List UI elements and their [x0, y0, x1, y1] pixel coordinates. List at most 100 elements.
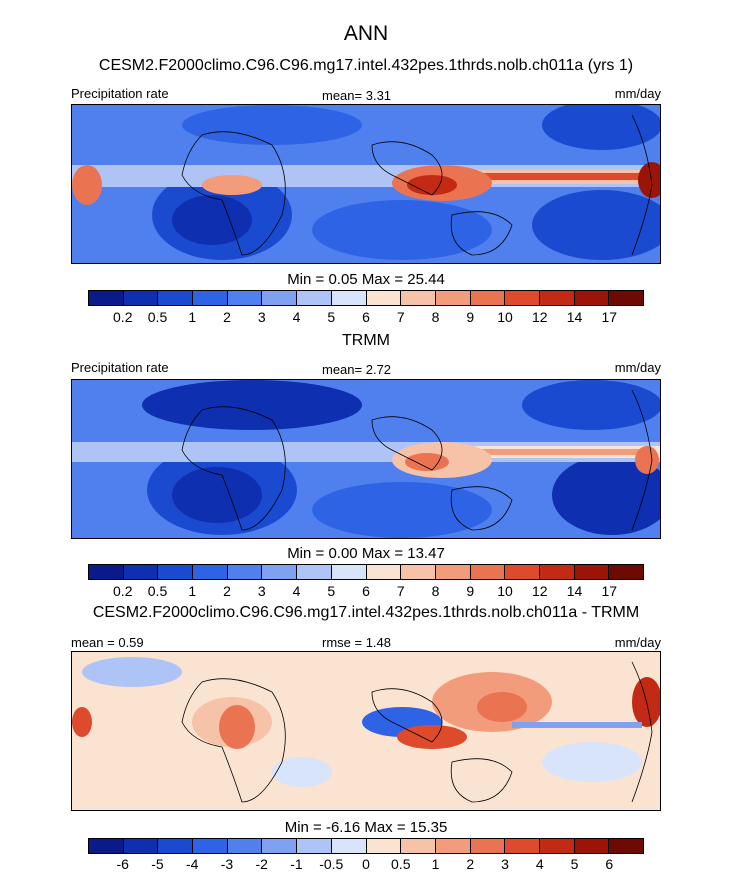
- colorbar-tick-label: 0.5: [147, 309, 168, 325]
- panel-2-mean-label: mean= 2.72: [322, 362, 392, 377]
- panel-1-map-field: [72, 105, 660, 263]
- colorbar-tick-label: -0.5: [319, 856, 344, 872]
- colorbar-tick-label: 7: [396, 583, 405, 599]
- colorbar-swatch: [227, 565, 263, 579]
- colorbar-tick-label: 10: [497, 309, 513, 325]
- colorbar-swatch: [262, 565, 298, 579]
- figure-title: ANN: [343, 22, 389, 45]
- panel-1-units-label: mm/day: [614, 86, 661, 101]
- panel-2-map-field: [72, 380, 660, 538]
- colorbar-tick-label: 6: [605, 856, 614, 872]
- colorbar-swatch: [609, 291, 643, 305]
- colorbar-swatch: [193, 565, 228, 579]
- colorbar-swatch: [89, 291, 124, 305]
- colorbar-tick-label: 1: [188, 309, 197, 325]
- colorbar-tick-label: -4: [186, 856, 199, 872]
- colorbar-tick-label: -6: [116, 856, 129, 872]
- colorbar-tick-label: 6: [362, 309, 370, 325]
- colorbar-tick-label: 14: [566, 309, 583, 325]
- colorbar-tick-label: 8: [431, 583, 440, 599]
- colorbar-tick-label: 0: [362, 856, 370, 872]
- colorbar-swatch: [435, 565, 471, 579]
- colorbar-swatch: [158, 839, 194, 853]
- colorbar-swatch: [574, 839, 610, 853]
- colorbar-swatch: [470, 839, 506, 853]
- colorbar-swatch: [609, 839, 643, 853]
- panel-3-map: [71, 651, 661, 811]
- panel-3-mean-label: mean = 0.59: [71, 635, 144, 650]
- colorbar-2: [88, 564, 644, 580]
- panel-3-map-field: [72, 652, 660, 810]
- colorbar-swatch: [331, 565, 367, 579]
- colorbar-tick-label: 7: [396, 309, 405, 325]
- panel-2-variable-label: Precipitation rate: [71, 360, 169, 375]
- colorbar-swatch: [505, 839, 540, 853]
- colorbar-tick-label: 2: [466, 856, 475, 872]
- colorbar-swatch: [297, 291, 332, 305]
- colorbar-swatch: [539, 565, 575, 579]
- colorbar-swatch: [158, 291, 194, 305]
- colorbar-swatch: [366, 839, 402, 853]
- colorbar-tick-label: -2: [255, 856, 268, 872]
- colorbar-swatch: [366, 291, 402, 305]
- panel-3-units-label: mm/day: [614, 635, 661, 650]
- colorbar-tick-label: 14: [566, 583, 583, 599]
- colorbar-swatch: [227, 291, 263, 305]
- colorbar-tick-label: 5: [327, 309, 336, 325]
- colorbar-tick-label: 4: [535, 856, 544, 872]
- colorbar-swatch: [262, 839, 298, 853]
- colorbar-swatch: [435, 839, 471, 853]
- colorbar-tick-label: 17: [601, 583, 618, 599]
- colorbar-tick-label: 0.5: [147, 583, 168, 599]
- colorbar-swatch: [366, 565, 402, 579]
- colorbar-tick-label: 0.5: [391, 856, 411, 872]
- colorbar-tick-label: 5: [327, 583, 336, 599]
- colorbar-swatch: [297, 839, 332, 853]
- colorbar-tick-label: 3: [257, 583, 266, 599]
- colorbar-tick-label: -3: [220, 856, 234, 872]
- colorbar-3: [88, 838, 644, 854]
- colorbar-swatch: [123, 291, 159, 305]
- colorbar-swatch: [435, 291, 471, 305]
- panel-2-units-label: mm/day: [614, 360, 661, 375]
- colorbar-tick-label: 2: [223, 309, 231, 325]
- colorbar-swatch: [331, 839, 367, 853]
- colorbar-swatch: [401, 565, 436, 579]
- panel-3-heading: CESM2.F2000climo.C96.C96.mg17.intel.432p…: [92, 604, 640, 621]
- colorbar-swatch: [401, 291, 436, 305]
- colorbar-tick-label: -5: [151, 856, 164, 872]
- colorbar-swatch: [574, 291, 610, 305]
- panel-3-rmse-label: rmse = 1.48: [322, 635, 392, 650]
- colorbar-tick-label: 3: [501, 856, 509, 872]
- panel-2-minmax: Min = 0.00 Max = 13.47: [287, 545, 445, 562]
- colorbar-tick-label: 6: [362, 583, 370, 599]
- colorbar-swatch: [401, 839, 436, 853]
- colorbar-swatch: [609, 565, 643, 579]
- colorbar-tick-label: 12: [531, 309, 548, 325]
- colorbar-swatch: [505, 565, 540, 579]
- colorbar-swatch: [193, 291, 228, 305]
- colorbar-tick-label: 9: [466, 583, 475, 599]
- colorbar-tick-label: 17: [601, 309, 618, 325]
- colorbar-swatch: [227, 839, 263, 853]
- colorbar-tick-label: 12: [531, 583, 548, 599]
- colorbar-1: [88, 290, 644, 306]
- colorbar-tick-label: -1: [290, 856, 303, 872]
- panel-1-mean-label: mean= 3.31: [322, 88, 392, 103]
- panel-2-map: [71, 379, 661, 539]
- panel-2-heading: TRMM: [342, 332, 390, 349]
- colorbar-tick-label: 4: [292, 309, 301, 325]
- colorbar-swatch: [505, 291, 540, 305]
- colorbar-tick-label: 2: [223, 583, 231, 599]
- colorbar-tick-label: 10: [497, 583, 513, 599]
- colorbar-tick-label: 0.2: [113, 309, 133, 325]
- panel-1-variable-label: Precipitation rate: [71, 86, 169, 101]
- colorbar-tick-label: 1: [431, 856, 440, 872]
- colorbar-swatch: [262, 291, 298, 305]
- colorbar-tick-label: 0.2: [113, 583, 133, 599]
- colorbar-tick-label: 5: [570, 856, 579, 872]
- colorbar-tick-label: 1: [188, 583, 197, 599]
- colorbar-swatch: [297, 565, 332, 579]
- panel-1-heading: CESM2.F2000climo.C96.C96.mg17.intel.432p…: [98, 57, 634, 74]
- colorbar-tick-label: 9: [466, 309, 475, 325]
